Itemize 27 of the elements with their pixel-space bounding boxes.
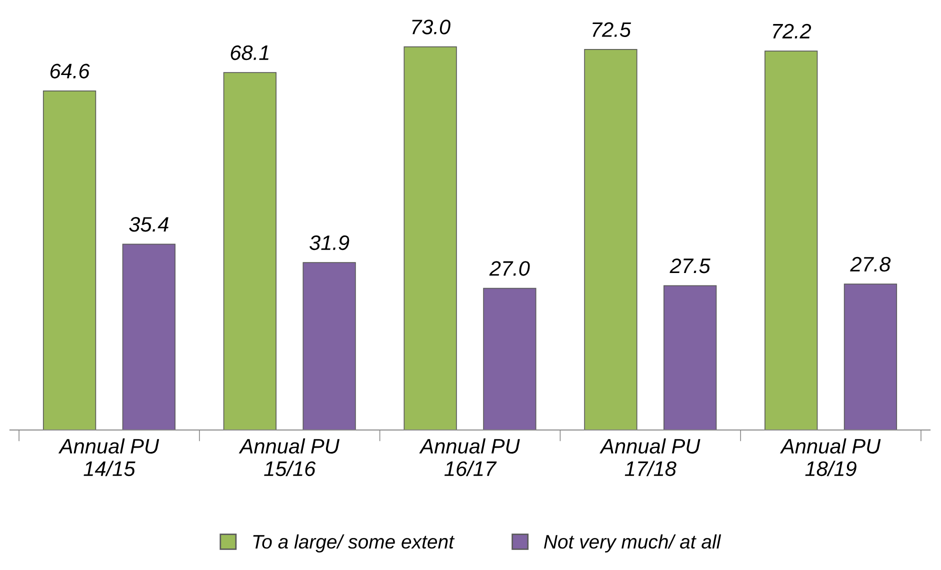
- bar: [122, 244, 176, 430]
- data-label: 31.9: [310, 235, 350, 250]
- data-label: 35.4: [129, 216, 168, 232]
- x-tick-label: Annual PU 15/16: [238, 438, 340, 476]
- bar: [483, 288, 536, 430]
- bar: [223, 72, 276, 430]
- bar: [664, 285, 717, 430]
- x-tick-label: Annual PU 14/15: [58, 438, 160, 476]
- x-tick-label: Annual PU 16/17: [419, 438, 520, 476]
- data-label: 73.0: [412, 20, 450, 34]
- data-label: 27.8: [850, 256, 891, 272]
- bar: [302, 262, 356, 430]
- bar: [42, 90, 96, 430]
- data-label: 64.6: [50, 64, 90, 78]
- data-label: 72.5: [592, 22, 632, 37]
- data-label: 72.2: [772, 24, 812, 38]
- bar: [844, 284, 898, 430]
- bar: [404, 46, 457, 430]
- x-tick-label: Annual PU 18/19: [780, 438, 881, 476]
- data-label: 68.1: [230, 45, 268, 60]
- x-tick-label: Annual PU 17/18: [600, 438, 700, 476]
- bar: [584, 49, 638, 430]
- legend-label: Not very much/ at all: [544, 534, 722, 552]
- data-label: 27.5: [670, 258, 710, 274]
- data-label: 27.0: [489, 261, 530, 276]
- bar: [764, 50, 818, 430]
- legend-label: To a large/ some extent: [253, 534, 455, 552]
